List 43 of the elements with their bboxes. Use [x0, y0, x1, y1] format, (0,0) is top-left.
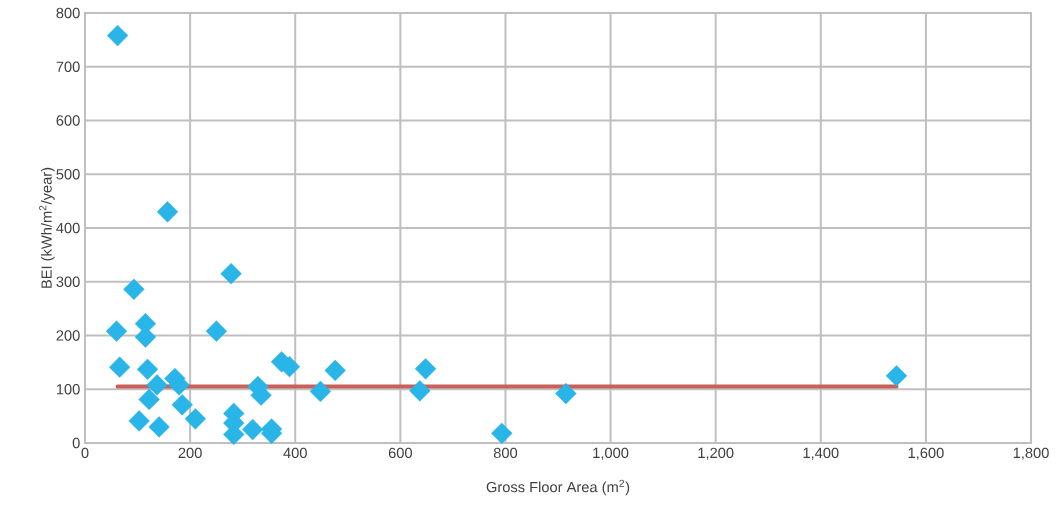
- x-tick-label: 1,600: [908, 447, 944, 460]
- x-tick-label: 400: [283, 447, 307, 459]
- point: [491, 422, 513, 444]
- y-tick-label: 500: [56, 169, 80, 180]
- point: [148, 416, 170, 438]
- y-tick-label: 0: [72, 437, 80, 449]
- y-tick-label: 100: [56, 384, 80, 395]
- point: [409, 380, 431, 402]
- point: [106, 24, 129, 47]
- point: [242, 418, 264, 441]
- x-tick-label: 600: [388, 447, 412, 459]
- x-tick-label: 800: [493, 447, 518, 459]
- point: [555, 382, 577, 405]
- x-axis-title: Gross Floor Area (m$^{2}$): [486, 479, 630, 496]
- point: [138, 388, 160, 411]
- y-tick-label: 200: [56, 330, 80, 341]
- point: [414, 358, 437, 380]
- x-tick-label: 1,800: [1013, 447, 1049, 460]
- point: [136, 358, 159, 380]
- point: [184, 408, 207, 430]
- point: [205, 320, 228, 342]
- y-tick-label: 600: [56, 115, 80, 126]
- point: [109, 356, 131, 378]
- point: [146, 374, 168, 396]
- point: [885, 365, 908, 387]
- point: [171, 394, 193, 416]
- point: [128, 410, 150, 432]
- y-axis-title: BEI (kWh/m$^{2}$/year): [39, 167, 55, 288]
- point: [220, 263, 242, 285]
- x-tick-label: 0: [81, 447, 89, 459]
- point: [156, 201, 179, 223]
- point: [105, 320, 128, 342]
- y-tick-label: 400: [56, 222, 80, 234]
- x-tick-label: 1,000: [593, 447, 629, 460]
- y-tick-label: 800: [56, 7, 80, 19]
- x-tick-label: 1,200: [698, 447, 734, 460]
- point: [309, 380, 332, 403]
- point: [324, 359, 346, 382]
- y-tick-label: 700: [56, 61, 80, 72]
- point: [123, 278, 145, 300]
- x-tick-label: 200: [178, 447, 202, 459]
- y-tick-label: 300: [56, 276, 80, 287]
- x-tick-label: 1,400: [803, 447, 839, 460]
